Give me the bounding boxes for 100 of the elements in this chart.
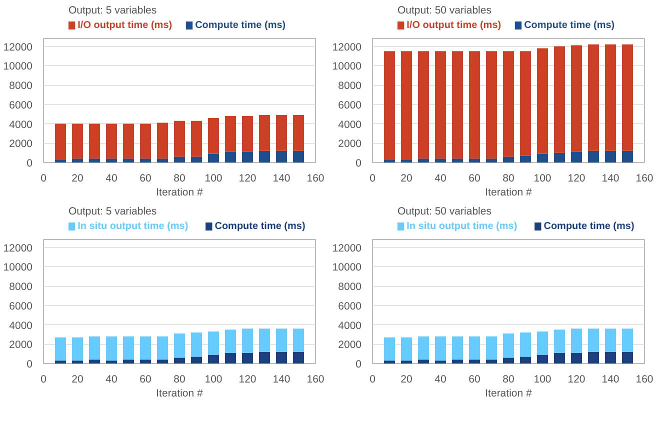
- bar: [520, 356, 532, 364]
- bar: [604, 352, 616, 364]
- bar: [604, 44, 616, 151]
- bar: [190, 120, 202, 157]
- x-tick-label: 40: [434, 172, 446, 184]
- y-tick-label: 8000: [9, 281, 33, 293]
- bar: [434, 360, 446, 364]
- bar: [502, 333, 514, 358]
- legend-label: In situ output time (ms): [406, 221, 518, 232]
- x-tick-label: 120: [238, 374, 256, 386]
- bar: [588, 352, 600, 364]
- bar: [520, 51, 532, 156]
- x-tick-label: 40: [434, 374, 446, 386]
- bar: [190, 332, 202, 357]
- bar: [156, 158, 168, 162]
- bar: [554, 330, 566, 353]
- bar: [276, 115, 288, 151]
- bar: [242, 328, 254, 353]
- bar: [276, 352, 288, 364]
- bar: [156, 122, 168, 159]
- bar: [122, 158, 134, 162]
- bar: [570, 352, 582, 364]
- y-tick-label: 8000: [9, 80, 33, 92]
- bar: [276, 150, 288, 162]
- x-tick-label: 20: [72, 172, 84, 184]
- bar: [502, 358, 514, 364]
- bar: [486, 360, 498, 364]
- bar: [72, 360, 84, 364]
- bar: [536, 48, 548, 154]
- bar: [54, 124, 66, 160]
- x-tick-label: 160: [636, 172, 654, 184]
- y-tick-label: 0: [26, 158, 33, 170]
- bar: [622, 352, 634, 364]
- bar: [224, 352, 236, 364]
- legend-label: Compute time (ms): [544, 221, 634, 232]
- bar: [418, 336, 430, 360]
- y-tick-label: 4000: [338, 118, 362, 131]
- bar: [54, 160, 66, 162]
- x-tick-label: 60: [140, 374, 152, 386]
- x-tick-label: 80: [174, 172, 186, 184]
- bar: [434, 51, 446, 159]
- bar: [486, 336, 498, 360]
- bar: [72, 337, 84, 361]
- x-tick-label: 160: [306, 374, 324, 386]
- bar: [122, 124, 134, 159]
- bar: [88, 158, 100, 162]
- bar: [224, 330, 236, 353]
- bar: [208, 154, 220, 162]
- x-axis-title: Iteration #: [485, 186, 532, 198]
- x-tick-label: 0: [370, 374, 376, 386]
- bar: [400, 360, 412, 364]
- bar: [156, 360, 168, 364]
- legend-label: Compute time (ms): [524, 20, 615, 31]
- bar: [174, 358, 186, 364]
- bar: [486, 51, 498, 159]
- bar: [554, 352, 566, 364]
- x-tick-label: 120: [238, 172, 256, 184]
- bar: [208, 332, 220, 355]
- bar: [292, 328, 304, 352]
- x-tick-label: 80: [174, 374, 186, 386]
- y-tick-label: 10000: [332, 262, 362, 274]
- bar: [452, 336, 464, 360]
- x-tick-label: 80: [502, 172, 514, 184]
- bar: [140, 124, 152, 159]
- legend-label: I/O output time (ms): [78, 20, 172, 31]
- y-tick-label: 0: [356, 358, 362, 370]
- bar: [588, 150, 600, 162]
- x-tick-label: 40: [106, 172, 118, 184]
- bar: [452, 158, 464, 162]
- bar: [418, 51, 430, 159]
- x-tick-label: 100: [534, 172, 552, 184]
- bar: [554, 152, 566, 162]
- bar: [156, 336, 168, 360]
- y-tick-label: 4000: [9, 320, 33, 332]
- x-tick-label: 140: [602, 172, 620, 184]
- bar: [468, 360, 480, 364]
- y-tick-label: 0: [26, 358, 33, 370]
- x-tick-label: 120: [568, 374, 586, 386]
- bar: [536, 154, 548, 162]
- bar: [72, 158, 84, 162]
- bar: [122, 336, 134, 360]
- bar: [54, 360, 66, 364]
- bar: [536, 332, 548, 355]
- legend-title: Output: 5 variables: [68, 206, 157, 218]
- bar: [174, 333, 186, 358]
- y-tick-label: 8000: [338, 80, 362, 92]
- bar: [400, 337, 412, 361]
- bar: [536, 354, 548, 364]
- x-tick-label: 140: [602, 374, 620, 386]
- bar: [174, 156, 186, 162]
- y-tick-label: 12000: [332, 41, 362, 54]
- bar: [106, 360, 118, 364]
- bar: [224, 152, 236, 162]
- x-axis-title: Iteration #: [156, 186, 204, 198]
- bar: [570, 328, 582, 353]
- bar: [622, 44, 634, 151]
- x-tick-label: 20: [400, 374, 412, 386]
- bar: [258, 150, 270, 162]
- x-tick-label: 100: [204, 172, 222, 184]
- bar: [276, 328, 288, 352]
